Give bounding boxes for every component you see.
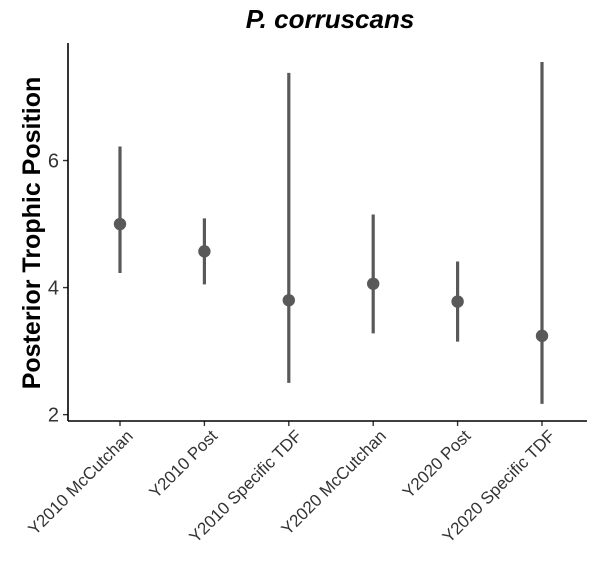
data-point bbox=[113, 217, 127, 231]
data-point bbox=[535, 329, 549, 343]
x-tick-label: Y2020 Post bbox=[399, 426, 475, 502]
data-point bbox=[198, 245, 211, 258]
data-point bbox=[282, 294, 295, 307]
data-point bbox=[451, 295, 464, 308]
chart-marks bbox=[113, 62, 549, 404]
x-tick-label: Y2010 Post bbox=[146, 426, 222, 502]
x-tick-label: Y2010 McCutchan bbox=[24, 426, 136, 538]
y-tick-label: 4 bbox=[48, 278, 59, 300]
y-tick-label: 2 bbox=[48, 405, 59, 427]
chart-title: P. corruscans bbox=[246, 4, 415, 34]
y-tick-label: 6 bbox=[48, 151, 59, 173]
y-axis-ticks: 2 4 6 bbox=[48, 151, 68, 427]
data-point bbox=[367, 277, 380, 290]
y-axis-label: Posterior Trophic Position bbox=[18, 77, 46, 390]
